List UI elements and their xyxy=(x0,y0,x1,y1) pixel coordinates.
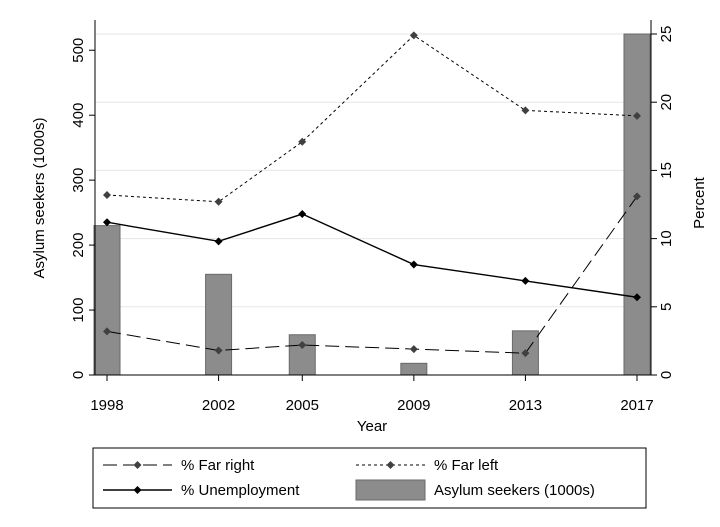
bar xyxy=(623,33,651,376)
series-lines xyxy=(103,31,641,358)
left-axis-label: Asylum seekers (1000s) xyxy=(31,118,48,279)
point xyxy=(214,346,223,355)
point xyxy=(521,349,530,358)
legend-label: % Unemployment xyxy=(181,482,300,499)
legend-marker xyxy=(133,486,142,494)
legend-marker xyxy=(133,461,142,469)
legend-label: % Far left xyxy=(434,457,499,474)
x-tick-label: 2017 xyxy=(620,397,653,414)
bars-asylum-seekers xyxy=(93,33,651,376)
point xyxy=(214,237,223,246)
left-tick-label: 500 xyxy=(70,38,87,63)
point xyxy=(214,197,223,206)
bar xyxy=(288,334,316,376)
x-tick-label: 1998 xyxy=(90,397,123,414)
legend-swatch-bar xyxy=(355,479,426,501)
tick-labels: 0 100 200 300 400 500 0 5 10 15 20 25 1998 2002 2005 20… xyxy=(70,26,675,414)
bar xyxy=(93,225,121,376)
left-tick-label: 100 xyxy=(70,298,87,323)
legend-label: % Far right xyxy=(181,457,255,474)
x-tick-label: 2009 xyxy=(397,397,430,414)
right-axis-label: Percent xyxy=(691,176,708,229)
point xyxy=(298,137,307,146)
series-line xyxy=(106,34,638,203)
legend-marker xyxy=(386,461,395,469)
axes xyxy=(89,20,657,381)
bar xyxy=(400,362,428,376)
point xyxy=(409,260,418,269)
x-axis-label: Year xyxy=(357,418,387,435)
point xyxy=(103,190,111,199)
x-tick-label: 2005 xyxy=(286,397,319,414)
point xyxy=(633,293,641,302)
series-line xyxy=(106,196,638,354)
legend-label: Asylum seekers (1000s) xyxy=(434,482,595,499)
grid-lines xyxy=(95,33,651,376)
point xyxy=(409,345,418,354)
x-tick-label: 2002 xyxy=(202,397,235,414)
series-line xyxy=(106,213,638,298)
right-tick-label: 5 xyxy=(658,303,675,311)
point xyxy=(103,327,111,336)
left-tick-label: 400 xyxy=(70,103,87,128)
right-tick-label: 20 xyxy=(658,94,675,111)
point xyxy=(298,210,307,219)
right-tick-label: 0 xyxy=(658,371,675,379)
point xyxy=(103,218,111,227)
right-tick-label: 15 xyxy=(658,162,675,179)
point xyxy=(633,111,641,120)
point xyxy=(409,31,418,40)
point xyxy=(521,276,530,285)
bar xyxy=(205,273,233,376)
right-tick-label: 25 xyxy=(658,26,675,43)
point xyxy=(633,192,641,201)
left-tick-label: 0 xyxy=(70,371,87,379)
point xyxy=(298,340,307,349)
legend: % Far right % Far left % Unemployment Asylu… xyxy=(92,447,647,509)
left-tick-label: 200 xyxy=(70,233,87,258)
point xyxy=(521,106,530,115)
right-tick-label: 10 xyxy=(658,230,675,247)
x-tick-label: 2013 xyxy=(509,397,542,414)
left-tick-label: 300 xyxy=(70,168,87,193)
